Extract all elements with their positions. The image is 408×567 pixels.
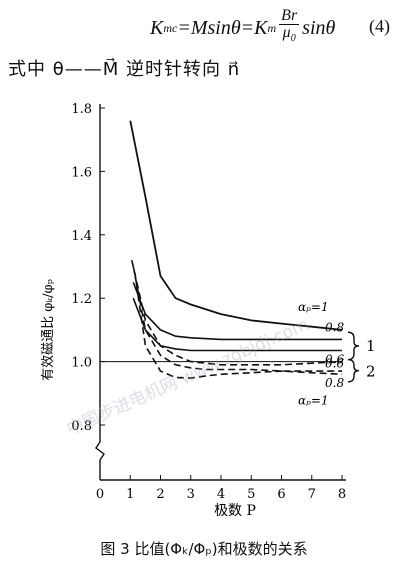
group-brace-2: [347, 358, 360, 383]
x-tick-label: 5: [247, 487, 255, 502]
ratio-vs-poles-chart: 0.81.01.21.41.61.80 1 2 3 4 5 6 7 8 αₚ=10.80.60.…: [41, 102, 376, 519]
x-tick-label: 1: [126, 487, 134, 502]
series-line: [134, 272, 343, 379]
series-label: 0.6: [325, 357, 344, 371]
series-label: 0.8: [325, 376, 344, 390]
eq-frac-den: μ: [282, 24, 291, 42]
y-axis-break: [95, 441, 105, 461]
series-label: αₚ=1: [298, 300, 329, 314]
eq-lhs: K: [150, 16, 164, 39]
series-label: αₚ=1: [298, 393, 329, 407]
eq-tail: sinθ: [302, 16, 336, 39]
series-label: 0.6: [325, 353, 344, 367]
x-tick-label: 0: [96, 487, 104, 502]
eq-frac-den-sub: 0: [290, 33, 296, 45]
x-axis-label: 极数 P: [214, 503, 256, 519]
chart-axes: 0.8 1.0 1.2 1.4 1.6 1.8 0 1 2 3 4 5 6 7 8: [71, 102, 346, 502]
x-tick-label: 8: [338, 487, 346, 502]
x-tick-label: 6: [277, 487, 285, 502]
series-line: [131, 260, 343, 366]
eq-number: (4): [369, 16, 390, 36]
x-tick-label: 4: [217, 487, 225, 502]
x-tick-label: 7: [308, 487, 316, 502]
x-tick-label: 2: [156, 487, 164, 502]
y-tick-label: 0.8: [71, 419, 92, 434]
eq-frac-den-wrap: μ0: [283, 25, 296, 47]
eq-lhs-sub: mc: [163, 20, 178, 35]
chart-marks: αₚ=1 0.8 0.60.6 0.8 αₚ=1 1 2: [100, 120, 376, 407]
y-tick-label: 1.0: [71, 356, 92, 371]
y-tick-label: 1.6: [71, 165, 92, 180]
y-tick-label: 1.4: [71, 229, 92, 244]
figure-caption: 图 3 比值(Φₖ/Φₚ)和极数的关系: [100, 540, 308, 558]
y-tick-label: 1.8: [71, 102, 92, 117]
eq-frac-num: Br: [279, 7, 300, 26]
eq-mid: =Msinθ=K: [177, 16, 268, 39]
series-line: [132, 297, 342, 352]
eq-fraction: Br μ0: [279, 7, 300, 47]
series-label: 0.8: [325, 320, 344, 334]
series-line: [132, 282, 342, 341]
group-brace-1: [347, 331, 360, 361]
y-axis-label: 有效磁通比 φₖ/φₚ: [41, 279, 56, 381]
group-label: 2: [366, 363, 376, 381]
where-line: 式中 θ——M⃗ 逆时针转向 n⃗: [8, 59, 241, 80]
group-label: 1: [366, 337, 376, 355]
y-tick-label: 1.2: [71, 292, 92, 307]
eq-mid-sub: m: [267, 20, 277, 35]
x-tick-label: 3: [187, 487, 195, 502]
watermark: 中国步进电机网 www.zgbjdj.com: [64, 315, 312, 440]
series-line: [129, 120, 343, 331]
